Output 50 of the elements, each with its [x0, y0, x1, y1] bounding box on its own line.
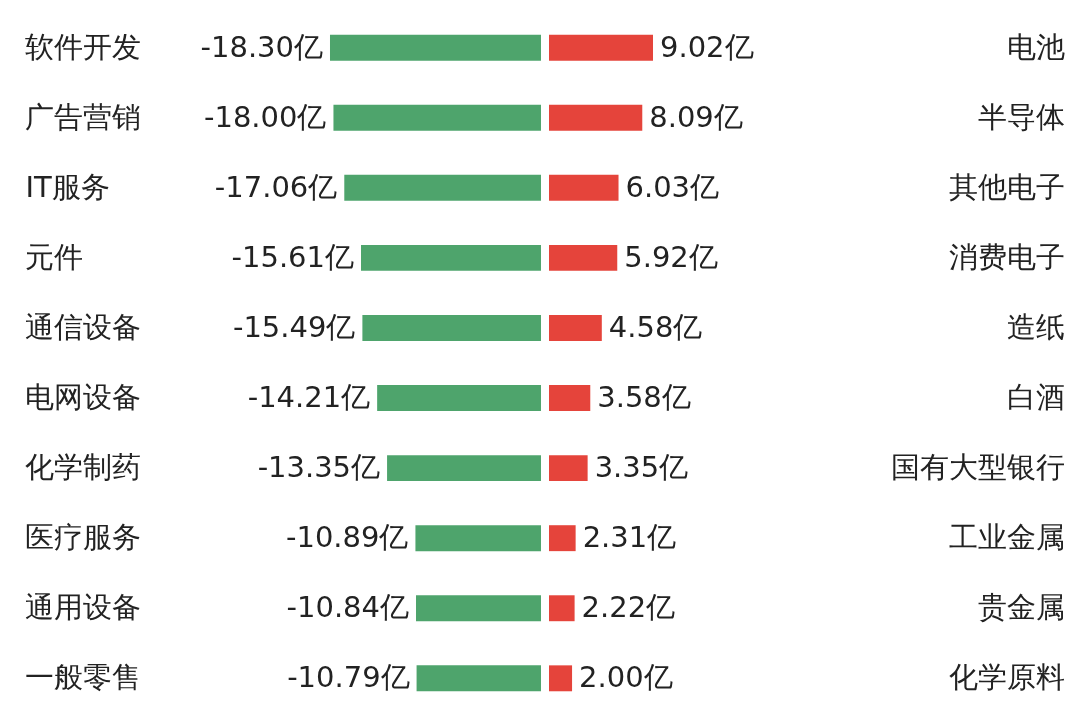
bar	[549, 385, 591, 411]
y-tick-label: 一般零售	[25, 660, 142, 695]
y-tick-label: 半导体	[978, 99, 1066, 134]
y-tick-label: 电网设备	[25, 380, 142, 415]
y-tick-label: 通用设备	[25, 590, 142, 625]
data-label: 3.35亿	[594, 450, 689, 485]
y-tick-label: 其他电子	[949, 169, 1066, 204]
y-tick-label: 广告营销	[25, 99, 142, 134]
y-tick-label: 化学原料	[949, 660, 1066, 695]
data-label: 4.58亿	[608, 309, 703, 344]
bar	[549, 665, 573, 692]
data-label: -18.30亿	[200, 29, 323, 64]
bar	[549, 595, 575, 622]
y-tick-label: 医疗服务	[25, 520, 142, 555]
y-tick-label: 通信设备	[25, 309, 142, 344]
data-label: -10.89亿	[285, 520, 409, 555]
bar	[549, 525, 576, 552]
y-tick-label: 贵金属	[978, 590, 1066, 625]
y-tick-label: 白酒	[1007, 380, 1066, 415]
y-tick-label: 国有大型银行	[891, 450, 1066, 485]
data-label: 8.09亿	[649, 99, 743, 134]
bar	[549, 174, 619, 201]
data-label: 2.31亿	[582, 520, 677, 555]
y-tick-label: 软件开发	[25, 29, 142, 64]
data-label: -13.35亿	[257, 450, 381, 485]
bar	[549, 315, 602, 341]
data-label: -10.84亿	[286, 590, 409, 625]
bar	[549, 104, 643, 131]
data-label: 6.03亿	[625, 169, 720, 204]
y-tick-label: 消费电子	[949, 239, 1066, 274]
data-label: 9.02亿	[660, 29, 754, 64]
data-label: 3.58亿	[597, 380, 691, 415]
data-label: 2.00亿	[579, 660, 673, 695]
data-label: -18.00亿	[204, 99, 327, 134]
y-tick-label: 电池	[1007, 29, 1066, 64]
bar	[549, 244, 618, 271]
data-label: -10.79亿	[287, 660, 410, 695]
bar	[549, 455, 588, 482]
data-label: -17.06亿	[214, 169, 338, 204]
y-tick-label: 化学制药	[25, 450, 142, 485]
data-label: -15.49亿	[232, 309, 356, 344]
y-tick-label: 工业金属	[949, 520, 1066, 555]
data-label: 2.22亿	[581, 590, 676, 625]
data-label: 5.92亿	[624, 239, 718, 274]
y-tick-label: 造纸	[1007, 309, 1066, 344]
y-tick-label: IT服务	[25, 169, 110, 204]
data-label: -14.21亿	[247, 380, 371, 415]
y-tick-label: 元件	[25, 239, 84, 274]
bar	[549, 34, 653, 61]
data-label: -15.61亿	[231, 239, 355, 274]
